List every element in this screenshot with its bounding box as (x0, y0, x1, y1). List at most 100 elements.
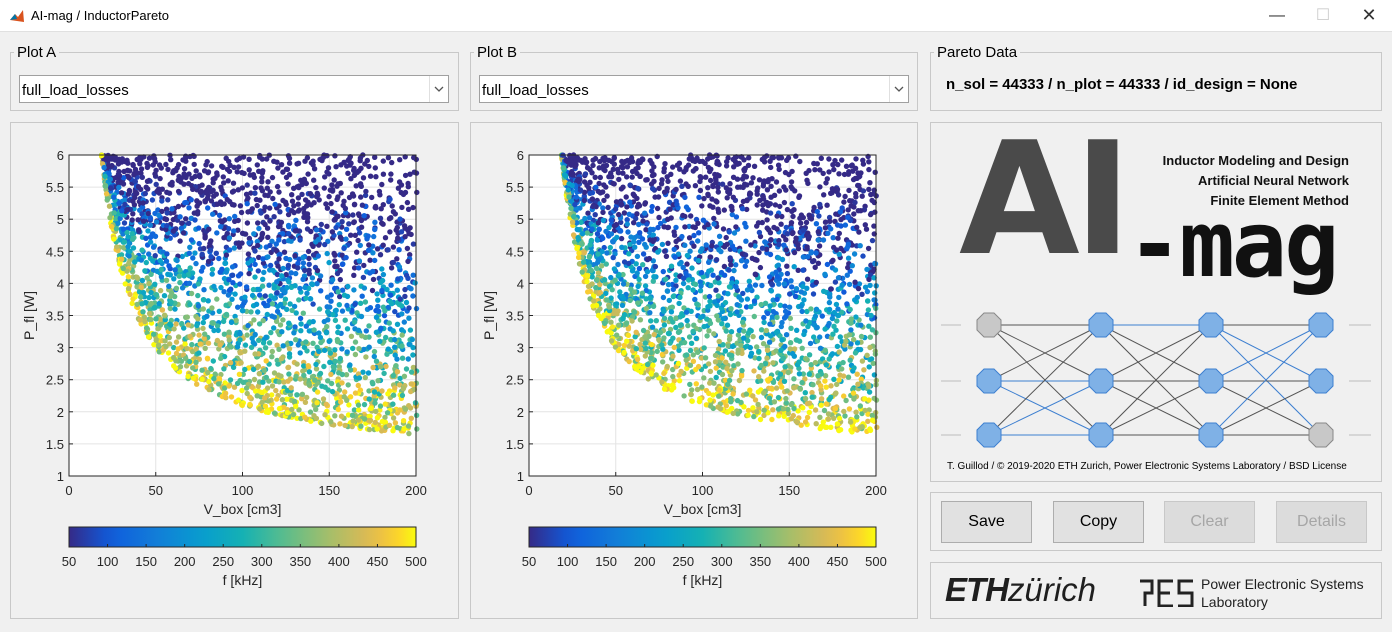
scatter-point (832, 406, 839, 412)
scatter-point (394, 369, 401, 375)
scatter-point (581, 197, 588, 204)
scatter-point (664, 288, 671, 294)
scatter-point (400, 418, 407, 424)
scatter-point (321, 347, 328, 353)
scatter-point (292, 283, 298, 289)
scatter-point (627, 199, 633, 205)
scatter-point (345, 412, 352, 418)
scatter-point (846, 406, 853, 412)
scatter-point (766, 339, 773, 345)
scatter-point (704, 333, 710, 339)
scatter-point (848, 341, 854, 347)
scatter-point (640, 262, 646, 268)
colorbar-tick-label: 150 (135, 554, 157, 569)
scatter-point (221, 289, 227, 295)
scatter-point (828, 190, 834, 196)
scatter-point (745, 330, 752, 336)
scatter-point (707, 320, 714, 326)
scatter-point (864, 288, 871, 295)
scatter-point (705, 185, 711, 191)
scatter-point (355, 211, 362, 217)
scatter-point (854, 224, 860, 230)
scatter-point (269, 301, 276, 307)
scatter-point (410, 352, 416, 358)
maximize-button[interactable]: ☐ (1315, 7, 1331, 24)
scatter-point (125, 274, 132, 280)
scatter-point (787, 315, 793, 322)
scatter-point (740, 184, 746, 191)
scatter-point (138, 257, 144, 263)
scatter-point (254, 393, 260, 399)
scatter-point (289, 198, 296, 204)
scatter-point (866, 159, 872, 165)
scatter-point (213, 250, 219, 256)
scatter-point (229, 272, 236, 278)
scatter-point (775, 394, 782, 401)
scatter-point (724, 381, 731, 388)
scatter-point (167, 293, 173, 300)
scatter-point (824, 261, 831, 268)
scatter-point (680, 312, 686, 319)
scatter-point (345, 382, 351, 388)
scatter-point (388, 177, 394, 183)
scatter-point (866, 186, 872, 193)
close-button[interactable]: ✕ (1361, 5, 1377, 25)
scatter-point (705, 164, 712, 171)
scatter-point (175, 188, 182, 195)
scatter-point (706, 328, 712, 334)
scatter-point (625, 332, 632, 338)
minimize-button[interactable]: — (1269, 7, 1285, 24)
scatter-point (307, 191, 314, 197)
scatter-point (263, 358, 269, 364)
scatter-point (147, 239, 154, 245)
scatter-point (166, 283, 172, 289)
scatter-point (328, 200, 334, 207)
scatter-point (242, 348, 248, 354)
scatter-point (835, 235, 841, 241)
scatter-point (689, 265, 695, 271)
scatter-point (773, 269, 779, 275)
scatter-point (389, 159, 395, 166)
scatter-point (801, 297, 807, 303)
scatter-point (658, 181, 665, 187)
scatter-point (344, 293, 351, 300)
scatter-point (410, 344, 416, 351)
scatter-point (670, 353, 676, 359)
scatter-point (271, 158, 277, 164)
scatter-point (108, 223, 115, 230)
plot-a-dropdown[interactable]: full_load_losses (19, 75, 449, 103)
scatter-point (260, 276, 266, 282)
scatter-point (291, 398, 298, 405)
scatter-point (815, 373, 821, 379)
scatter-point (629, 314, 636, 320)
scatter-point (142, 190, 148, 197)
scatter-point (413, 412, 420, 418)
scatter-point (382, 414, 388, 421)
scatter-point (186, 358, 193, 365)
scatter-point (829, 315, 836, 322)
plot-b-dropdown[interactable]: full_load_losses (479, 75, 909, 103)
scatter-point (642, 273, 649, 280)
scatter-point (245, 322, 251, 329)
scatter-point (713, 257, 720, 263)
scatter-point (730, 156, 736, 163)
scatter-point (806, 233, 812, 240)
scatter-point (254, 162, 260, 168)
scatter-point (163, 161, 169, 168)
scatter-point (852, 279, 858, 285)
y-tick-label: 5.5 (46, 180, 64, 195)
scatter-point (626, 358, 632, 365)
scatter-point (609, 324, 616, 330)
scatter-point (153, 292, 160, 298)
scatter-point (711, 331, 717, 337)
scatter-point (312, 377, 318, 383)
scatter-point (671, 378, 677, 384)
scatter-point (834, 343, 841, 350)
scatter-point (820, 170, 826, 177)
scatter-point (341, 198, 347, 204)
scatter-point (274, 290, 280, 296)
scatter-point (765, 410, 771, 416)
scatter-point (380, 158, 386, 164)
